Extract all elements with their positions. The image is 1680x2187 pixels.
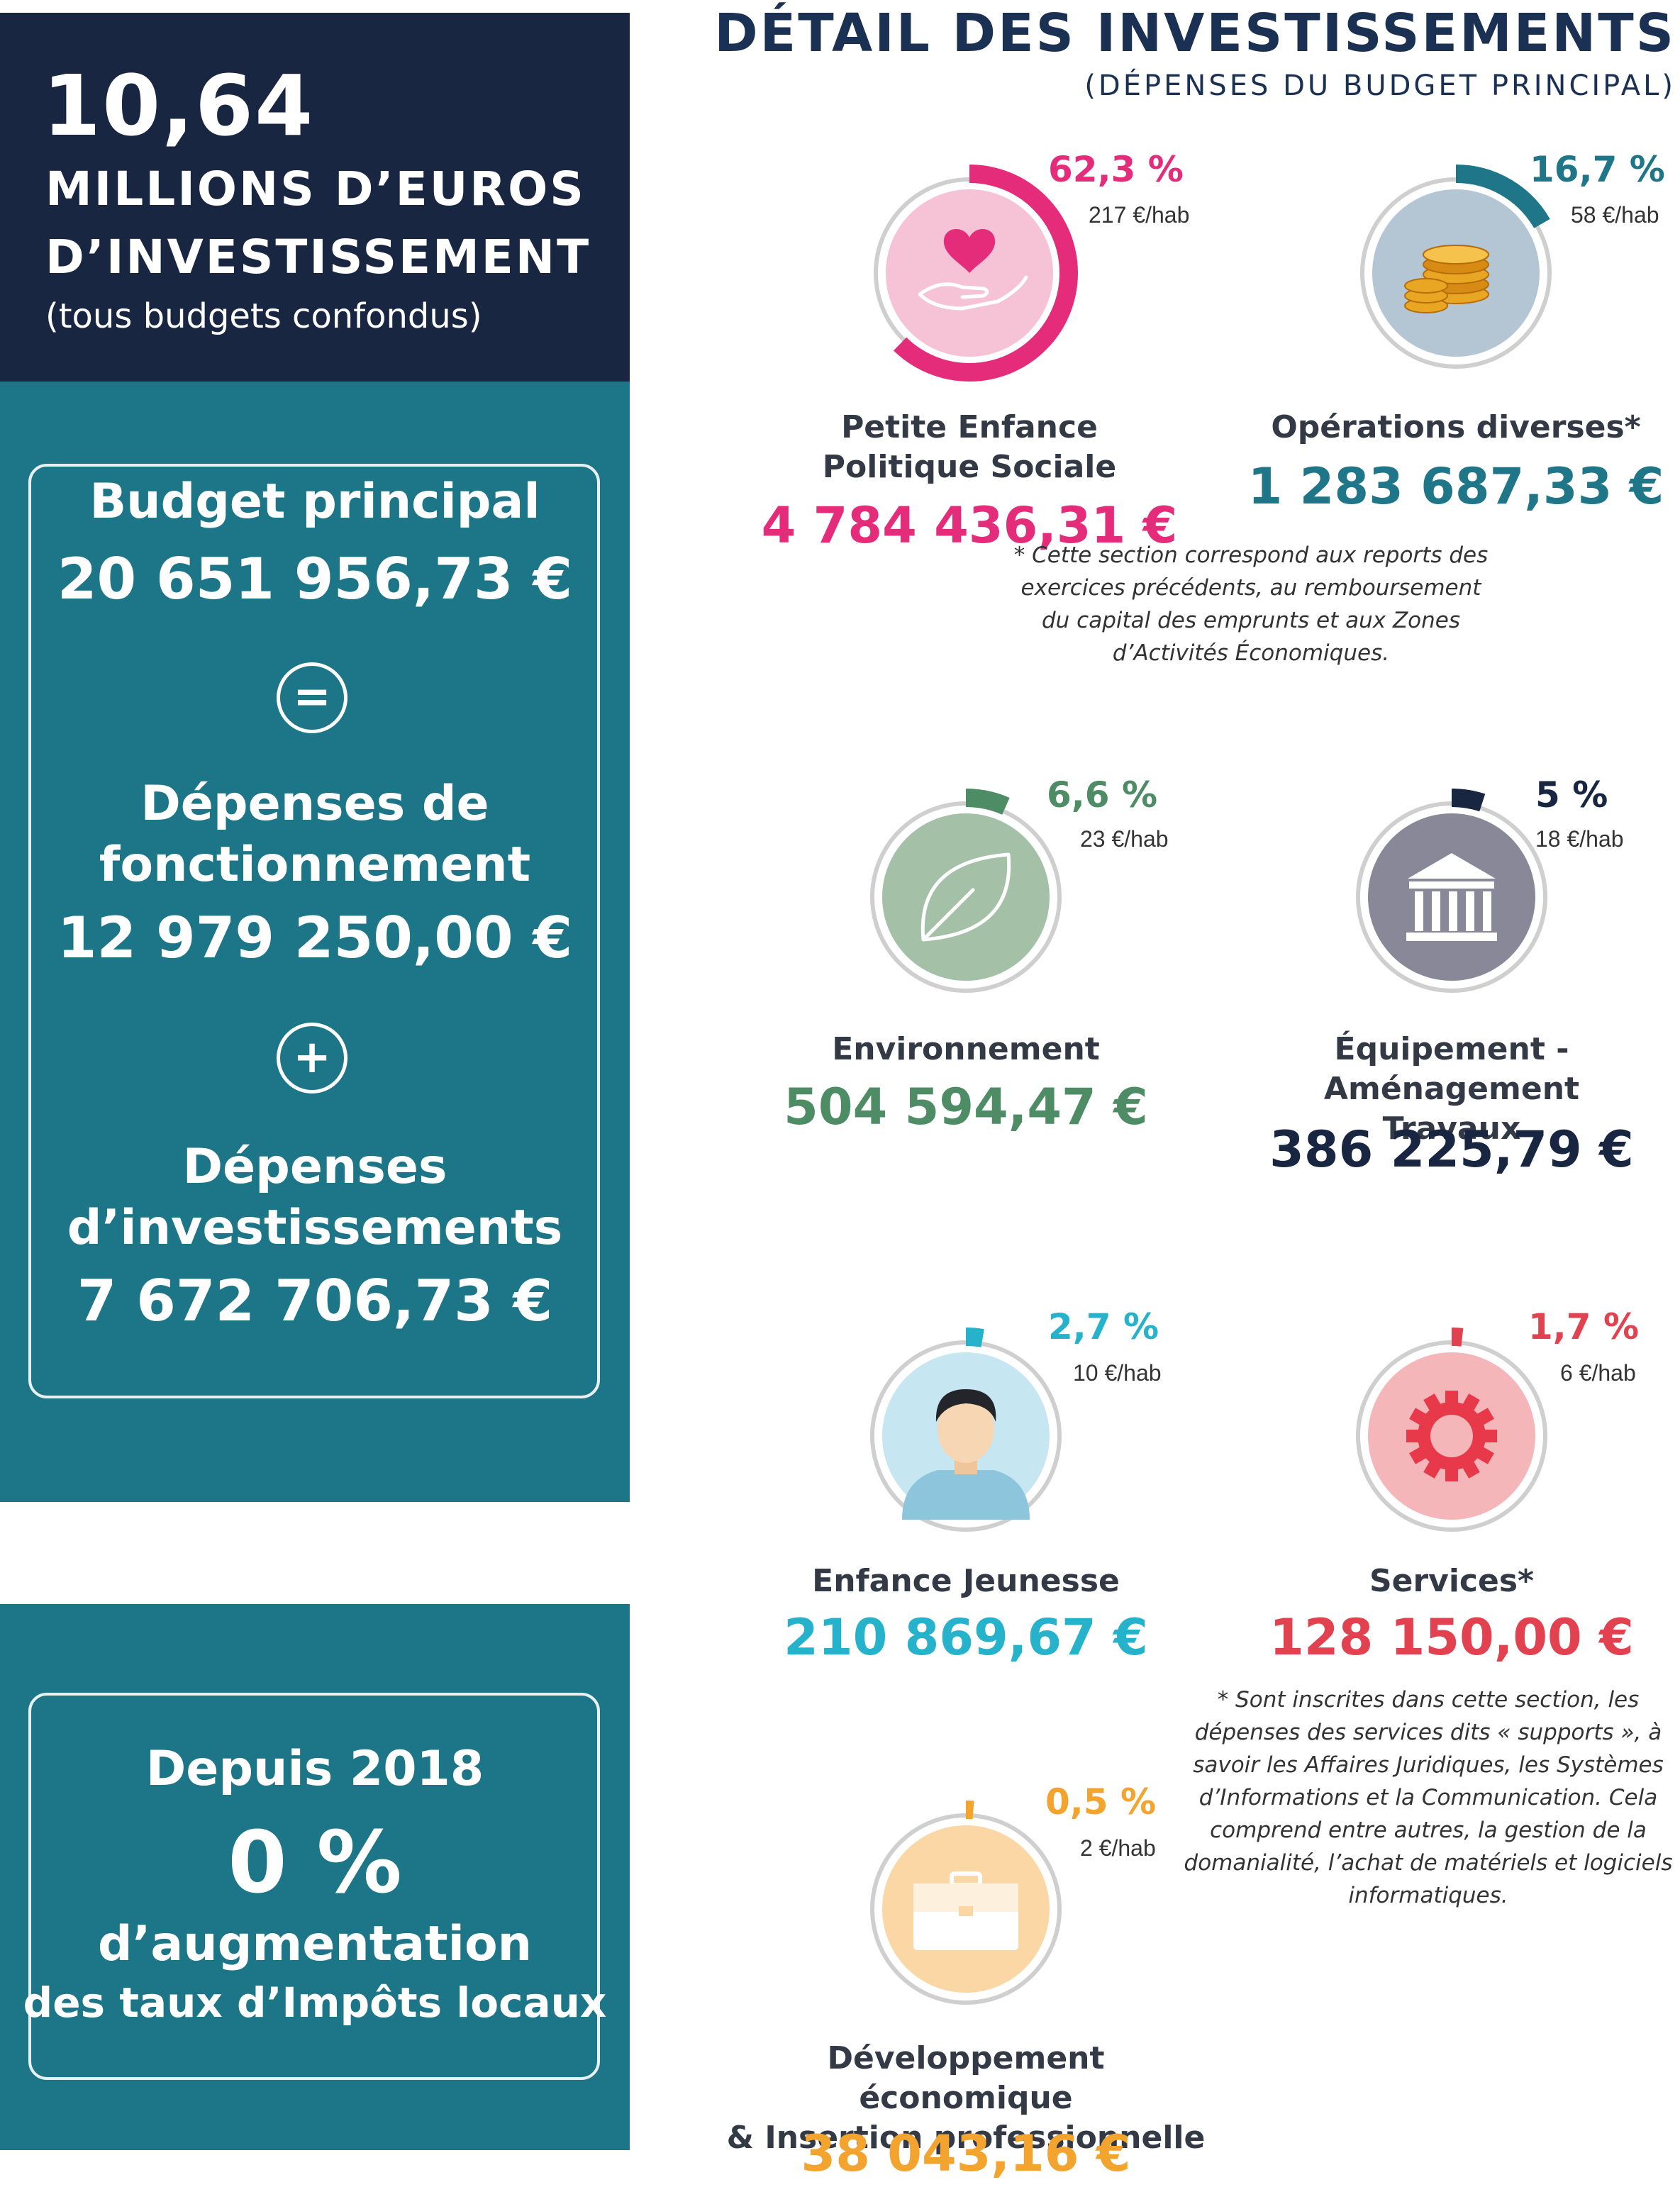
category-label: Enfance Jeunesse — [718, 1562, 1214, 1601]
budget-title: Budget principal — [89, 474, 540, 530]
category-label: Équipement - Aménagement Travaux — [1203, 1030, 1680, 1149]
per-hab-label: 23 €/hab — [1080, 826, 1169, 852]
hero-line1: MILLIONS D’EUROS — [45, 162, 586, 216]
plus-icon: + — [277, 1023, 347, 1094]
per-hab-label: 18 €/hab — [1535, 826, 1624, 852]
hero-panel: 10,64 MILLIONS D’EUROS D’INVESTISSEMENT … — [0, 13, 630, 382]
category-amount: 4 784 436,31 € — [761, 496, 1178, 555]
coins-icon — [1404, 245, 1489, 313]
fonctionnement-line1: Dépenses de — [140, 776, 489, 832]
donut-briefcase — [857, 1801, 1074, 2018]
category-label-line: Équipement - Aménagement — [1323, 1031, 1580, 1107]
budget-card — [28, 464, 600, 1398]
category-amount: 504 594,47 € — [784, 1078, 1148, 1136]
percent-arc — [857, 1801, 1074, 2018]
tax-since: Depuis 2018 — [145, 1741, 484, 1797]
percent-label: 6,6 % — [1047, 774, 1158, 816]
percent-arc — [861, 165, 1078, 382]
percent-label: 16,7 % — [1530, 149, 1665, 190]
budget-total: 20 651 956,73 € — [57, 546, 573, 612]
person-icon — [902, 1389, 1030, 1520]
donut-coins — [1347, 165, 1564, 382]
percent-label: 0,5 % — [1045, 1781, 1157, 1822]
category-label-line: Enfance Jeunesse — [812, 1563, 1120, 1599]
category-label-line: Petite Enfance — [841, 409, 1098, 445]
percent-arc — [1343, 789, 1560, 1006]
category-label-line: Développement économique — [827, 2040, 1105, 2116]
tax-line2: des taux d’Impôts locaux — [23, 1979, 607, 2027]
category-label-line: Services* — [1369, 1563, 1535, 1599]
footnote-operations: * Cette section correspond aux reports d… — [1013, 542, 1489, 666]
detail-subtitle: (DÉPENSES DU BUDGET PRINCIPAL) — [1084, 69, 1676, 102]
per-hab-label: 58 €/hab — [1571, 202, 1659, 228]
tax-line1: d’augmentation — [97, 1916, 533, 1972]
hero-line2: D’INVESTISSEMENT — [45, 230, 591, 284]
percent-label: 5 % — [1535, 774, 1608, 816]
donut-building — [1343, 789, 1560, 1006]
detail-title: DÉTAIL DES INVESTISSEMENTS — [714, 3, 1676, 64]
category-amount: 1 283 687,33 € — [1247, 457, 1664, 516]
equals-icon: = — [277, 662, 347, 733]
leaf-icon — [920, 852, 1011, 942]
category-amount: 386 225,79 € — [1269, 1120, 1634, 1179]
category-label-line: Travaux — [1382, 1111, 1521, 1147]
per-hab-label: 2 €/hab — [1080, 1835, 1156, 1861]
donut-heart-hand — [861, 165, 1078, 382]
briefcase-icon — [913, 1871, 1018, 1950]
hero-number: 10,64 — [43, 57, 315, 155]
tax-value: 0 % — [228, 1814, 402, 1913]
category-amount: 210 869,67 € — [784, 1608, 1148, 1666]
per-hab-label: 217 €/hab — [1089, 202, 1190, 228]
category-label: Développement économique & Insertion prof… — [718, 2039, 1214, 2158]
gear-icon — [1406, 1391, 1497, 1481]
per-hab-label: 10 €/hab — [1073, 1360, 1162, 1386]
investissement-amount: 7 672 706,73 € — [77, 1268, 553, 1334]
building-icon — [1406, 853, 1497, 941]
category-amount: 38 043,16 € — [801, 2125, 1131, 2183]
fonctionnement-amount: 12 979 250,00 € — [57, 905, 573, 971]
donut-gear — [1343, 1328, 1560, 1545]
hero-note: (tous budgets confondus) — [45, 296, 482, 336]
percent-arc — [1343, 1328, 1560, 1545]
investissement-line1: Dépenses — [182, 1139, 447, 1195]
fonctionnement-line2: fonctionnement — [99, 837, 531, 893]
category-label-line: Politique Sociale — [822, 449, 1117, 485]
footnote-services: * Sont inscrites dans cette section, les… — [1184, 1687, 1673, 1908]
category-label-line: Opérations diverses* — [1271, 409, 1641, 445]
category-label: Environnement — [718, 1030, 1214, 1069]
donut-person — [857, 1328, 1074, 1545]
percent-arc — [857, 789, 1074, 1006]
percent-label: 1,7 % — [1528, 1306, 1640, 1347]
donut-leaf — [857, 789, 1074, 1006]
category-label-line: Environnement — [832, 1031, 1100, 1067]
category-label: Services* — [1203, 1562, 1680, 1601]
budget-panel — [0, 382, 630, 1502]
percent-arc — [1347, 165, 1564, 382]
heart-hand-icon — [918, 229, 1028, 311]
percent-arc — [857, 1328, 1074, 1545]
investissement-line2: d’investissements — [67, 1200, 563, 1256]
percent-label: 62,3 % — [1048, 149, 1184, 190]
per-hab-label: 6 €/hab — [1560, 1360, 1636, 1386]
category-label: Petite Enfance Politique Sociale — [721, 408, 1218, 487]
tax-card — [28, 1693, 600, 2080]
percent-label: 2,7 % — [1048, 1306, 1159, 1347]
category-label: Opérations diverses* — [1208, 408, 1680, 447]
category-amount: 128 150,00 € — [1269, 1608, 1634, 1666]
category-label-line: & Insertion professionnelle — [726, 2120, 1206, 2156]
